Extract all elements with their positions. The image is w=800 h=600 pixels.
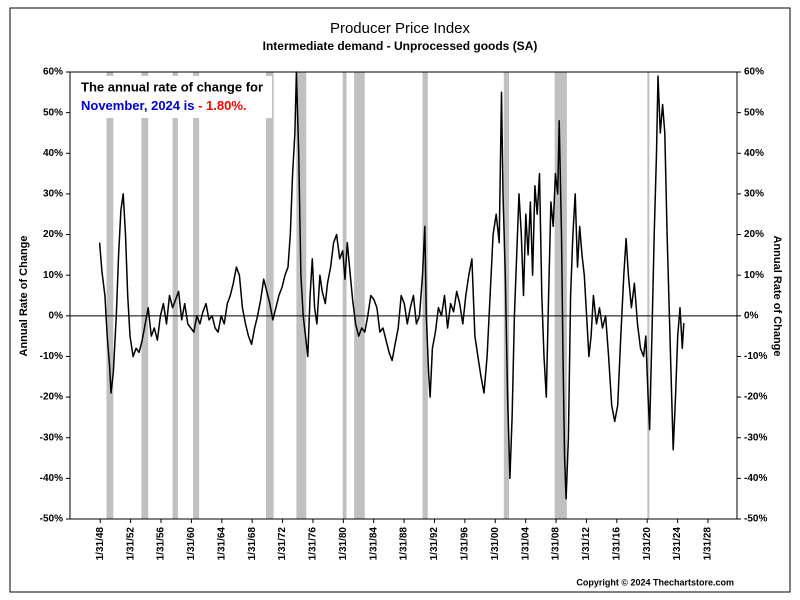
annotation-box [76, 76, 272, 118]
recession-band [265, 72, 274, 519]
y-tick-label: 0% [49, 310, 64, 321]
y2-tick-label: 30% [744, 189, 764, 200]
x-tick-label: 1/31/08 [551, 527, 562, 561]
x-tick-label: 1/31/04 [520, 527, 531, 561]
annotation-value: - 1.80%. [198, 98, 246, 113]
chart-subtitle: Intermediate demand - Unprocessed goods … [263, 39, 538, 53]
y2-tick-label: -20% [744, 392, 767, 403]
recession-band [106, 72, 114, 519]
x-tick-label: 1/31/52 [125, 527, 136, 561]
y-tick-label: 20% [43, 229, 63, 240]
recession-band [647, 72, 650, 519]
x-tick-label: 1/31/68 [247, 527, 258, 561]
y-tick-label: -10% [40, 351, 63, 362]
y2-tick-label: -50% [744, 514, 767, 525]
x-tick-label: 1/31/84 [368, 527, 379, 561]
y2-tick-label: 50% [744, 107, 764, 118]
x-tick-label: 1/31/24 [672, 527, 683, 561]
y-tick-label: -50% [40, 514, 63, 525]
x-tick-label: 1/31/00 [490, 527, 501, 561]
x-tick-label: 1/31/88 [399, 527, 410, 561]
y-tick-label: -40% [40, 473, 63, 484]
y-tick-label: 60% [43, 67, 63, 78]
y2-tick-label: 10% [744, 270, 764, 281]
x-tick-label: 1/31/48 [95, 527, 106, 561]
copyright: Copyright © 2024 Thechartstore.com [576, 577, 734, 587]
y2-tick-label: 40% [744, 148, 764, 159]
series-line [98, 71, 685, 500]
y-tick-label: 30% [43, 189, 63, 200]
x-tick-label: 1/31/12 [581, 527, 592, 561]
y2-tick-label: -40% [744, 473, 767, 484]
recession-band [354, 72, 365, 519]
annotation-text: November, 2024 is - 1.80%. [81, 98, 247, 113]
x-tick-label: 1/31/80 [338, 527, 349, 561]
y-tick-label: 40% [43, 148, 63, 159]
y-tick-label: -30% [40, 432, 63, 443]
recession-band [172, 72, 178, 519]
x-tick-label: 1/31/60 [186, 527, 197, 561]
x-tick-label: 1/31/28 [703, 527, 714, 561]
recession-band [141, 72, 149, 519]
recession-band [193, 72, 200, 519]
x-tick-label: 1/31/92 [429, 527, 440, 561]
y-tick-label: 10% [43, 270, 63, 281]
y2-tick-label: 20% [744, 229, 764, 240]
y2-tick-label: 60% [744, 67, 764, 78]
annotation-text: November, 2024 is [81, 98, 194, 113]
recession-band [342, 72, 347, 519]
y2-tick-label: -30% [744, 432, 767, 443]
y-tick-label: 50% [43, 107, 63, 118]
plot-area [69, 71, 738, 520]
x-tick-label: 1/31/72 [277, 527, 288, 561]
x-tick-label: 1/31/76 [308, 527, 319, 561]
x-tick-label: 1/31/96 [460, 527, 471, 561]
y2-axis-label: Annual Rate of Change [771, 235, 783, 356]
recession-band [503, 72, 510, 519]
x-tick-label: 1/31/64 [216, 527, 227, 561]
annotation-text: The annual rate of change for [81, 79, 263, 94]
x-tick-label: 1/31/16 [611, 527, 622, 561]
y-axis-label: Annual Rate of Change [18, 235, 30, 356]
chart-title: Producer Price Index [330, 20, 471, 37]
y2-tick-label: 0% [744, 310, 759, 321]
x-tick-label: 1/31/20 [642, 527, 653, 561]
recession-band [422, 72, 428, 519]
x-tick-label: 1/31/56 [156, 527, 167, 561]
y2-tick-label: -10% [744, 351, 767, 362]
y-tick-label: -20% [40, 392, 63, 403]
